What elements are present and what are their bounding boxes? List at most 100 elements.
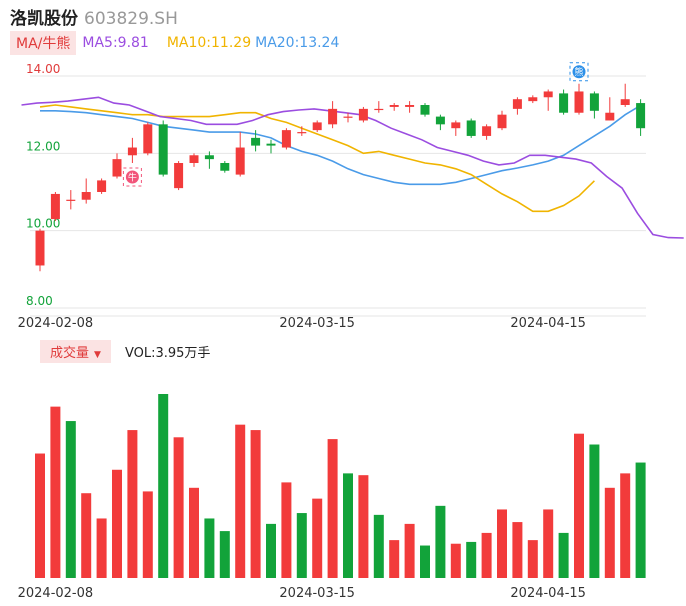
volume-bar[interactable] [189, 487, 199, 578]
volume-bar[interactable] [219, 531, 230, 578]
volume-bar[interactable] [65, 421, 76, 578]
candle-body[interactable] [127, 147, 137, 156]
volume-x-tick-label: 2024-04-15 [510, 586, 586, 601]
candle-body[interactable] [35, 230, 45, 266]
x-tick-label: 2024-03-15 [279, 316, 355, 331]
volume-bar[interactable] [127, 430, 138, 578]
volume-bar[interactable] [142, 491, 153, 578]
candle-body[interactable] [559, 93, 569, 113]
candle-body[interactable] [204, 155, 214, 160]
volume-bar[interactable] [450, 543, 461, 578]
candle-body[interactable] [543, 91, 553, 98]
ma-legend: MA/牛熊 MA5:9.81 MA10:11.29 MA20:13.24 [10, 31, 339, 55]
x-tick-label: 2024-02-08 [18, 316, 94, 331]
candle-body[interactable] [451, 122, 461, 129]
volume-bar[interactable] [281, 482, 292, 578]
candle-body[interactable] [81, 192, 91, 200]
volume-bar[interactable] [266, 523, 276, 578]
candle-body[interactable] [328, 108, 338, 125]
volume-indicator-tab[interactable]: 成交量 ▼ [40, 339, 111, 363]
volume-bar[interactable] [481, 532, 492, 578]
x-tick-label: 2024-04-15 [510, 316, 586, 331]
candle-body[interactable] [512, 99, 522, 109]
candle-body[interactable] [389, 105, 399, 107]
volume-bar[interactable] [420, 545, 430, 578]
candle-body[interactable] [405, 105, 415, 107]
volume-bar[interactable] [620, 473, 631, 578]
candle-body[interactable] [235, 147, 245, 175]
volume-bar[interactable] [173, 437, 184, 578]
volume-bar[interactable] [327, 439, 338, 578]
volume-tab-label: 成交量 [50, 345, 90, 361]
candle-body[interactable] [497, 114, 507, 129]
marker-label: 牛 [128, 172, 137, 184]
volume-bar[interactable] [204, 518, 215, 578]
candle-body[interactable] [158, 124, 168, 175]
volume-bar[interactable] [558, 532, 569, 578]
volume-bar[interactable] [574, 433, 584, 578]
candle-body[interactable] [66, 199, 76, 201]
volume-x-tick-label: 2024-03-15 [279, 586, 355, 601]
candle-body[interactable] [605, 112, 615, 121]
volume-bar[interactable] [35, 453, 45, 578]
volume-bar[interactable] [389, 540, 400, 578]
volume-bar[interactable] [512, 522, 523, 578]
volume-bar[interactable] [373, 514, 384, 578]
candle-body[interactable] [97, 180, 107, 192]
volume-bar[interactable] [543, 509, 554, 578]
volume-bar[interactable] [343, 473, 353, 578]
marker-frame [569, 62, 589, 82]
volume-bar[interactable] [635, 462, 646, 578]
ma5-label: MA5:9.81 [82, 35, 149, 51]
volume-bar[interactable] [158, 394, 169, 578]
candle-body[interactable] [220, 163, 230, 171]
candle-body[interactable] [174, 163, 184, 189]
candle-body[interactable] [435, 116, 445, 125]
candle-body[interactable] [297, 132, 307, 134]
volume-bar[interactable] [497, 509, 507, 578]
volume-bar[interactable] [466, 541, 477, 578]
volume-bar[interactable] [527, 540, 538, 578]
candle-body[interactable] [482, 126, 492, 136]
marker-frame [122, 167, 142, 187]
volume-bar[interactable] [358, 475, 369, 578]
ma10-label: MA10:11.29 [166, 35, 252, 51]
candle-body[interactable] [636, 103, 646, 129]
candle-body[interactable] [189, 155, 199, 163]
candle-body[interactable] [620, 99, 630, 105]
stock-title: 洛凯股份 603829.SH [10, 4, 178, 29]
candle-body[interactable] [343, 116, 353, 118]
volume-bar[interactable] [235, 424, 246, 578]
stock-code: 603829.SH [84, 9, 178, 29]
candle-body[interactable] [374, 108, 384, 111]
candle-body[interactable] [251, 137, 261, 146]
volume-bar[interactable] [296, 513, 307, 578]
volume-bar[interactable] [589, 444, 600, 578]
candle-body[interactable] [589, 93, 599, 111]
candle-body[interactable] [358, 108, 368, 121]
volume-bar[interactable] [81, 493, 92, 578]
bear-marker-icon[interactable] [572, 65, 586, 79]
ma-indicator-tab[interactable]: MA/牛熊 [10, 31, 77, 55]
candle-body[interactable] [312, 122, 322, 131]
volume-bar[interactable] [404, 523, 415, 578]
candle-body[interactable] [420, 105, 430, 115]
volume-bar[interactable] [96, 518, 107, 578]
bull-marker-icon[interactable] [125, 170, 139, 184]
candle-body[interactable] [112, 159, 122, 177]
candle-body[interactable] [574, 91, 584, 113]
volume-bar[interactable] [604, 487, 615, 578]
candle-body[interactable] [528, 97, 538, 102]
candle-body[interactable] [281, 130, 291, 148]
candle-body[interactable] [50, 193, 60, 220]
candle-body[interactable] [266, 143, 276, 146]
volume-bar[interactable] [50, 406, 61, 578]
y-tick-label: 8.00 [26, 294, 53, 308]
volume-bar[interactable] [112, 469, 122, 578]
candle-body[interactable] [143, 124, 153, 154]
volume-bar[interactable] [435, 505, 446, 578]
candle-body[interactable] [466, 120, 476, 136]
volume-bar[interactable] [250, 430, 261, 578]
volume-bar[interactable] [312, 498, 323, 578]
